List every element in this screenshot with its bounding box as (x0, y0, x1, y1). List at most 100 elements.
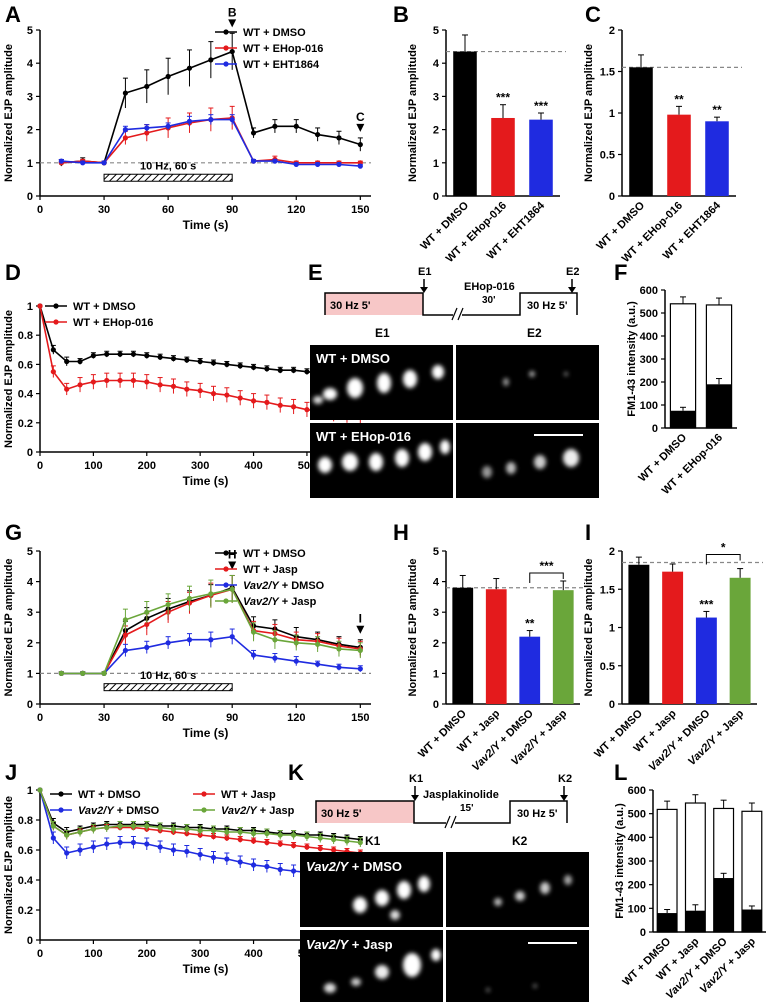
schematic-e-gap-label: 30' (482, 295, 496, 306)
chart-j-series-wt-jasp-point-21 (317, 845, 323, 852)
chart-a-series-wt-dmso-point-5 (165, 73, 171, 80)
chart-j-series-wt-jasp-point-22 (331, 847, 337, 853)
chart-j-series-vav2-y-jasp-point-24 (357, 839, 363, 846)
chart-f-ytick-label-300: 300 (640, 354, 658, 366)
chart-j-series-wt-jasp-point-16 (250, 838, 257, 844)
chart-d-ytick-label-1: 1 (27, 301, 33, 313)
chart-c-ylabel: Normalized EJP amplitude (583, 44, 595, 182)
chart-j-series-wt-jasp-point-18 (277, 841, 283, 847)
chart-b-ytick-label-4: 4 (433, 58, 440, 70)
micrograph-e-col1: E1 (375, 326, 390, 340)
chart-d-series-wt-ehop-016-point-12 (197, 388, 203, 394)
chart-a-series-wt-dmso-point-9 (250, 130, 257, 136)
chart-j-series-wt-jasp-point-19 (290, 842, 297, 849)
chart-d-ytick-label-0-4: 0.4 (18, 389, 34, 401)
schematic-k-gap-label: 15' (460, 803, 474, 814)
chart-a-series-wt-ehop-016-point-3 (122, 135, 129, 141)
chart-i-ylabel: Normalized EJP amplitude (583, 559, 595, 697)
chart-j-legend-vav2-y-dmso-treatment: + DMSO (114, 805, 160, 817)
chart-g-series-vav2-y-dmso-point-4 (144, 644, 150, 650)
chart-j-series-wt-jasp-point-15 (237, 836, 243, 843)
chart-g-series-vav2-y-jasp-point-1 (80, 670, 86, 677)
chart-a-legend-wt-ehop-016-label: WT + EHop-016 (243, 43, 323, 55)
chart-d-series-wt-dmso-point-13 (210, 360, 217, 366)
chart-i-bar-wt-jasp (662, 571, 684, 704)
chart-g-marker-i: I (359, 612, 362, 626)
chart-d-ejp-decay: 0 0.2 0.4 0.6 0.8 1 Normalized EJP amplitude 0 1… (3, 301, 371, 488)
chart-j-series-vav2-y-dmso-point-2 (64, 850, 70, 856)
chart-a-series-wt-eht1864-point-10 (272, 158, 278, 164)
chart-j-legend-vav2-y-jasp-genotype: Vav2/Y (221, 805, 258, 817)
schematic-e-trace-1 (324, 292, 453, 316)
chart-c-bar-wt-ehop-016 (667, 114, 691, 196)
panel-label-g: G (5, 520, 22, 545)
chart-f-ytick-label-600: 600 (640, 285, 658, 297)
chart-h-bar-vav2-y-dmso (519, 636, 541, 704)
panel-label-d: D (5, 260, 21, 285)
chart-l-ytick-label-200: 200 (628, 880, 646, 892)
chart-i-ytick-label-1: 1 (609, 623, 615, 635)
chart-a-ytick-label-1: 1 (27, 158, 33, 170)
chart-j-legend-wt-dmso-marker (58, 791, 64, 797)
chart-j-series-vav2-y-jasp-point-4 (90, 826, 96, 832)
chart-d-series-wt-dmso-point-19 (290, 367, 297, 373)
micrograph-k-col2: K2 (512, 834, 528, 848)
chart-a-xtick-label-90: 90 (226, 204, 238, 216)
chart-l-bar-residual-wt-dmso (657, 913, 678, 932)
chart-g-ylabel: Normalized EJP amplitude (3, 559, 15, 697)
chart-j-series-vav2-y-dmso-point-11 (184, 848, 190, 855)
micrograph-e-row2-label: WT + EHop-016 (316, 429, 411, 444)
chart-a-ejp-time-course: 0 1 2 3 4 5 Normalized EJP amplitude 0 30 60 90 120… (3, 5, 371, 232)
chart-g-ytick-label-5: 5 (27, 546, 33, 558)
chart-d-series-wt-ehop-016-point-15 (237, 395, 243, 401)
chart-g-series-vav2-y-jasp-point-11 (293, 640, 299, 646)
chart-j-xtick-label-300: 300 (191, 948, 209, 960)
chart-d-series-wt-ehop-016-point-10 (170, 383, 177, 389)
chart-a-series-wt-eht1864-point-12 (315, 161, 321, 168)
chart-d-series-wt-dmso-point-12 (197, 358, 203, 365)
chart-a-series-wt-eht1864-point-7 (208, 117, 214, 123)
chart-a-series-wt-dmso-point-14 (357, 141, 363, 148)
micrograph-k2-jasp (446, 930, 589, 1002)
chart-d-series-wt-dmso-point-11 (184, 357, 190, 363)
chart-j-legend-wt-dmso-label: WT + DMSO (78, 789, 141, 801)
panel-label-h: H (393, 520, 409, 545)
chart-l-bar-residual-vav2-y-jasp (741, 909, 762, 932)
schematic-e-point1: E1 (418, 266, 431, 278)
chart-a-ytick-label-4: 4 (27, 58, 34, 70)
chart-c-ytick-label-1-5: 1.5 (600, 67, 615, 79)
micrograph-k1-dmso (300, 852, 443, 927)
chart-j-series-vav2-y-jasp-point-15 (237, 829, 243, 835)
chart-g-stim-label: 10 Hz, 60 s (140, 670, 196, 682)
chart-j-series-vav2-y-jasp-point-5 (104, 824, 110, 831)
chart-g-ejp-time-course: 0 1 2 3 4 5 Normalized EJP amplitude 0 30 60 90 120… (3, 546, 371, 740)
chart-j-series-vav2-y-jasp-point-7 (130, 823, 137, 829)
chart-j-series-vav2-y-jasp-point-22 (331, 836, 337, 843)
chart-d-legend-wt-ehop-016-marker (53, 319, 59, 325)
chart-g-legend-vav2-y-jasp-genotype: Vav2/Y (243, 596, 280, 608)
chart-a-series-wt-dmso-point-13 (336, 135, 342, 141)
chart-g-marker-h: H (228, 547, 237, 561)
chart-j-ytick-label-1: 1 (27, 785, 33, 797)
chart-i-ytick-label-0-5: 0.5 (600, 661, 615, 673)
chart-a-series-wt-dmso-point-4 (144, 83, 150, 90)
chart-a-series-wt-dmso-point-6 (186, 65, 193, 71)
chart-g-series-vav2-y-dmso-point-3 (122, 647, 129, 654)
chart-j-series-vav2-y-dmso-point-7 (130, 839, 137, 846)
chart-a-marker-b: B (228, 5, 237, 19)
chart-g-series-vav2-y-jasp-point-3 (122, 617, 129, 623)
chart-h-ytick-label-2: 2 (433, 638, 439, 650)
chart-d-series-wt-dmso-point-8 (144, 353, 150, 359)
chart-g-ytick-label-0: 0 (27, 699, 33, 711)
chart-d-xtick-label-100: 100 (84, 460, 102, 472)
chart-f-ytick-label-0: 0 (652, 423, 658, 435)
chart-i-bracket (705, 553, 741, 565)
chart-h-ytick-label-4: 4 (433, 577, 440, 589)
chart-j-series-vav2-y-jasp-point-13 (210, 827, 217, 834)
chart-d-xtick-label-300: 300 (191, 460, 209, 472)
chart-j-xtick-label-100: 100 (84, 948, 102, 960)
chart-g-series-vav2-y-dmso-point-13 (336, 664, 342, 670)
